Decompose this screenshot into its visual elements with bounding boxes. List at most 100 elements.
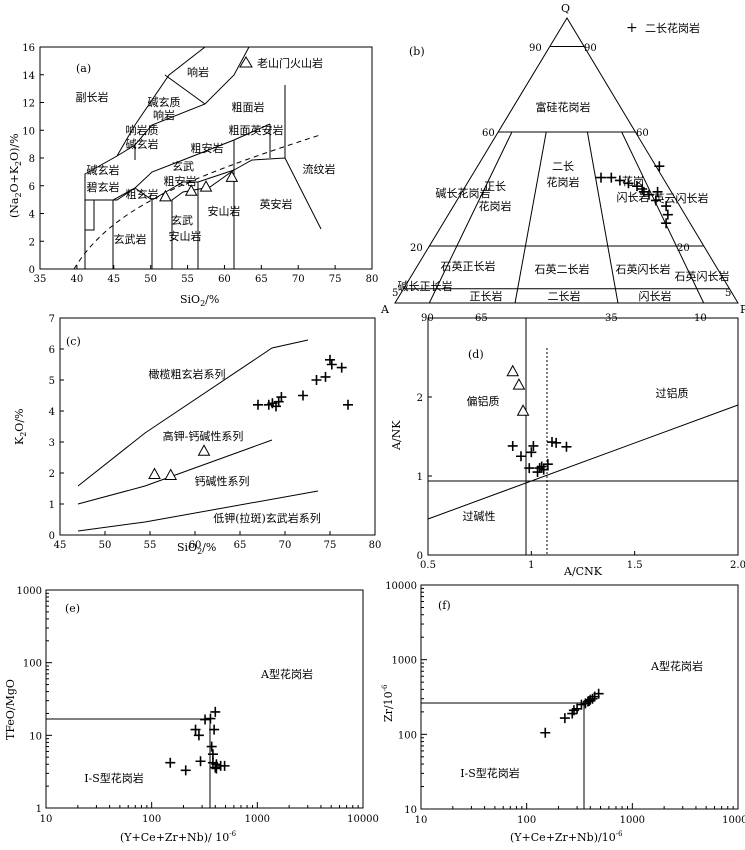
data-point-plus (320, 371, 331, 382)
y-tick-label: 4 (29, 210, 35, 221)
field-label: 粗安岩 (191, 141, 224, 155)
panel-d-x-ticks: 0.5 1 1.5 2.0 (420, 551, 745, 571)
y-tick-label: 1000 (392, 656, 417, 667)
field-label: I-S型花岗岩 (84, 771, 144, 785)
y-tick-label: 16 (22, 43, 35, 54)
data-point-plus (206, 741, 217, 752)
field-label: 粗玄岩 (126, 187, 159, 201)
x-tick-label: 60 (189, 540, 202, 551)
panel-d-y-axis-label: A/NK (390, 420, 403, 451)
data-point-plus (644, 189, 655, 200)
x-tick-label: 70 (279, 540, 292, 551)
data-point-plus (311, 375, 322, 385)
data-point-plus (507, 440, 518, 451)
panel-f-y-ticks: 10 100 1000 10000 (385, 581, 427, 816)
field-label: 过碱性 (463, 509, 496, 523)
y-tick-label: 8 (29, 154, 35, 165)
field-label: 钙碱性系列 (195, 474, 250, 488)
data-point-plus (193, 730, 204, 741)
x-tick-label: 50 (99, 540, 112, 551)
panel-f-label: (f) (438, 599, 451, 612)
data-point-plus (205, 713, 216, 724)
data-point-plus (524, 463, 535, 474)
data-point-triangle (148, 467, 161, 480)
data-point-triangle (512, 378, 526, 390)
ternary-field-label: 富硅花岗岩 (536, 100, 591, 114)
data-point-plus (606, 172, 617, 183)
panel-a-x-ticks: 35 40 45 50 55 60 65 70 75 80 (34, 265, 378, 285)
panel-d-frame (427, 317, 739, 556)
data-point-plus (210, 706, 221, 717)
ternary-boundary (621, 131, 705, 304)
data-point-plus (614, 175, 625, 186)
panel-a-frame (39, 46, 373, 270)
legend-plus-icon: + (626, 20, 638, 36)
panel-e-y-ticks: 1 10 100 1000 (17, 586, 52, 815)
field-label: 副长岩 (76, 90, 109, 104)
data-point-plus (528, 440, 539, 451)
data-point-triangle (159, 189, 172, 202)
field-label: 流纹岩 (303, 162, 336, 176)
x-tick-label: 100 (142, 814, 161, 825)
y-tick-label: 3 (49, 438, 55, 449)
field-label: 偏铝质 (467, 394, 500, 408)
panel-a-points (159, 170, 239, 202)
ternary-field-label: 花岗岩 (547, 175, 580, 189)
x-tick-label: 55 (181, 274, 194, 285)
data-point-plus (661, 201, 672, 212)
y-tick-label: 1 (36, 804, 42, 815)
ternary-tick-label: 60 (482, 128, 495, 139)
ternary-field-label: 正长岩 (470, 289, 503, 303)
x-tick-label: 1000 (245, 814, 270, 825)
panel-a-x-axis-label: SiO2/% (180, 293, 219, 308)
data-point-triangle (516, 404, 530, 416)
panel-f-y-axis-label: Zr/10-6 (381, 684, 395, 722)
panel-e-y-axis-label: TFeO/MgO (4, 679, 17, 740)
data-point-plus (200, 714, 211, 725)
y-tick-label: 1 (417, 472, 423, 483)
field-label: 低钾(拉斑)玄武岩系列 (213, 511, 321, 525)
ternary-tick-label: 5 (725, 288, 731, 299)
panel-a-label: (a) (76, 62, 91, 75)
field-label: A型花岗岩 (650, 659, 703, 673)
y-tick-label: 0 (29, 265, 35, 276)
ternary-field-label: 花岗 (622, 175, 644, 188)
ternary-field-label: 闪长岩 (617, 190, 650, 204)
x-tick-label: 65 (234, 540, 247, 551)
data-point-plus (211, 759, 222, 770)
panel-f: (f) A型花岗岩 I-S型花岗岩 10 100 1000 10000 10 100 100… (381, 581, 745, 844)
y-tick-label: 10 (29, 731, 42, 742)
x-tick-label: 10 (415, 815, 428, 826)
ternary-field-label: 花岗岩 (479, 199, 512, 213)
x-tick-label: 50 (144, 274, 157, 285)
legend-triangle-icon (239, 56, 253, 68)
data-point-plus (180, 765, 191, 776)
field-label: 玄武岩 (114, 232, 147, 246)
y-tick-label: 100 (398, 730, 417, 741)
data-point-plus (276, 392, 287, 403)
x-tick-label: 100 (517, 815, 536, 826)
ternary-field-label: 正长 (484, 180, 506, 193)
data-point-plus (253, 399, 263, 410)
panel-a-legend-text: 老山门火山岩 (257, 56, 323, 70)
panel-f-field-labels: A型花岗岩 I-S型花岗岩 (460, 659, 703, 780)
x-tick-label: 2.0 (730, 560, 745, 571)
x-tick-label: 0.5 (420, 560, 436, 571)
field-label: 玄武 (171, 213, 193, 227)
ternary-tick-label: 20 (410, 243, 423, 254)
x-tick-label: 10000 (722, 815, 745, 826)
ternary-boundary (514, 131, 547, 304)
x-tick-label: 45 (107, 274, 120, 285)
panel-f-points (540, 688, 604, 738)
panel-b-legend-text: 二长花岗岩 (645, 21, 700, 35)
panel-d-y-ticks: 0 1 2 (417, 393, 432, 562)
data-point-plus (219, 760, 230, 771)
data-point-plus (661, 218, 672, 229)
data-point-plus (336, 362, 347, 373)
panel-d-points (506, 364, 572, 478)
panel-d-x-axis-label: A/CNK (563, 565, 603, 578)
